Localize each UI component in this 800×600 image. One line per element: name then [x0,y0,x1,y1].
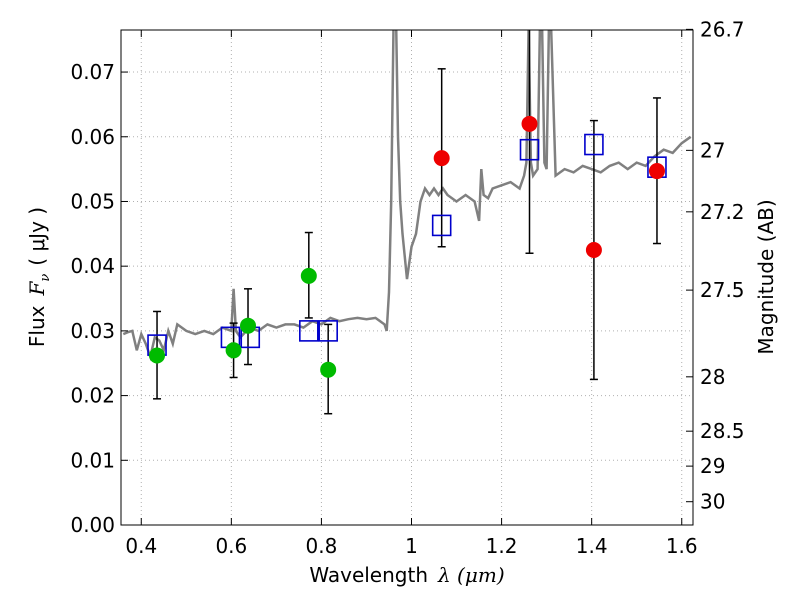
x-tick-label: 1.4 [576,534,608,558]
y2-tick-label: 27 [700,138,725,162]
x-tick-label: 1 [405,534,418,558]
red-point [585,242,602,258]
y2-tick-label: 30 [700,490,725,514]
y-tick-label: 0.03 [70,319,115,343]
green-point [240,317,257,334]
y2-tick-label: 27.2 [700,200,745,224]
red-point [521,115,538,132]
y-tick-label: 0.01 [70,448,115,472]
y2-tick-label: 28.5 [700,419,745,443]
y-axis-label: FluxFν( μJy ) [25,207,53,347]
model-box [584,133,604,156]
y-tick-label: 0.04 [70,254,115,278]
x-tick-label: 0.6 [215,534,247,558]
green-point [225,342,242,359]
model-box [519,138,540,161]
red-point [433,150,450,167]
y-tick-label: 0.00 [70,513,115,537]
data-points [149,115,665,378]
model-box [299,320,319,342]
green-point [320,361,337,378]
plot-area [122,30,692,415]
spectrum-line [122,30,692,362]
y2-tick-label: 27.5 [700,278,745,302]
model-box [318,320,338,342]
red-point [648,163,665,180]
green-point [149,347,166,364]
green-point [300,267,317,284]
y2-tick-label: 26.7 [700,17,745,41]
y-tick-label: 0.02 [70,384,115,408]
x-tick-label: 1.6 [666,534,698,558]
x-axis-ticks: 0.4 0.6 0.8 1 1.2 1.4 1.6 [125,30,698,558]
y-axis-ticks: 0.00 0.01 0.02 0.03 0.04 0.05 0.06 0.07 [70,60,128,537]
y2-tick-label: 29 [700,454,725,478]
y-tick-label: 0.05 [70,189,115,213]
x-tick-label: 0.4 [125,534,157,558]
y-tick-label: 0.07 [70,60,115,84]
x-tick-label: 0.8 [306,534,338,558]
model-box [431,214,452,237]
x-tick-label: 1.2 [486,534,518,558]
x-axis-label: Wavelength λ (μm) [309,563,504,587]
y2-axis-ticks: 26.7 27 27.2 27.5 28 28.5 29 30 [686,17,745,514]
plot-frame [120,29,694,526]
y2-axis-label: Magnitude (AB) [754,199,778,354]
y2-tick-label: 28 [700,365,725,389]
y-tick-label: 0.06 [70,125,115,149]
